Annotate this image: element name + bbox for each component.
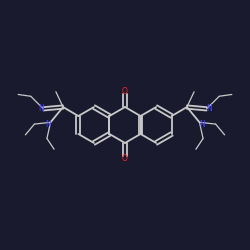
Text: O: O (122, 154, 128, 163)
Text: N: N (199, 120, 204, 129)
Text: N: N (206, 104, 212, 113)
Text: O: O (122, 87, 128, 96)
Text: N: N (38, 104, 44, 113)
Text: N: N (46, 120, 51, 129)
